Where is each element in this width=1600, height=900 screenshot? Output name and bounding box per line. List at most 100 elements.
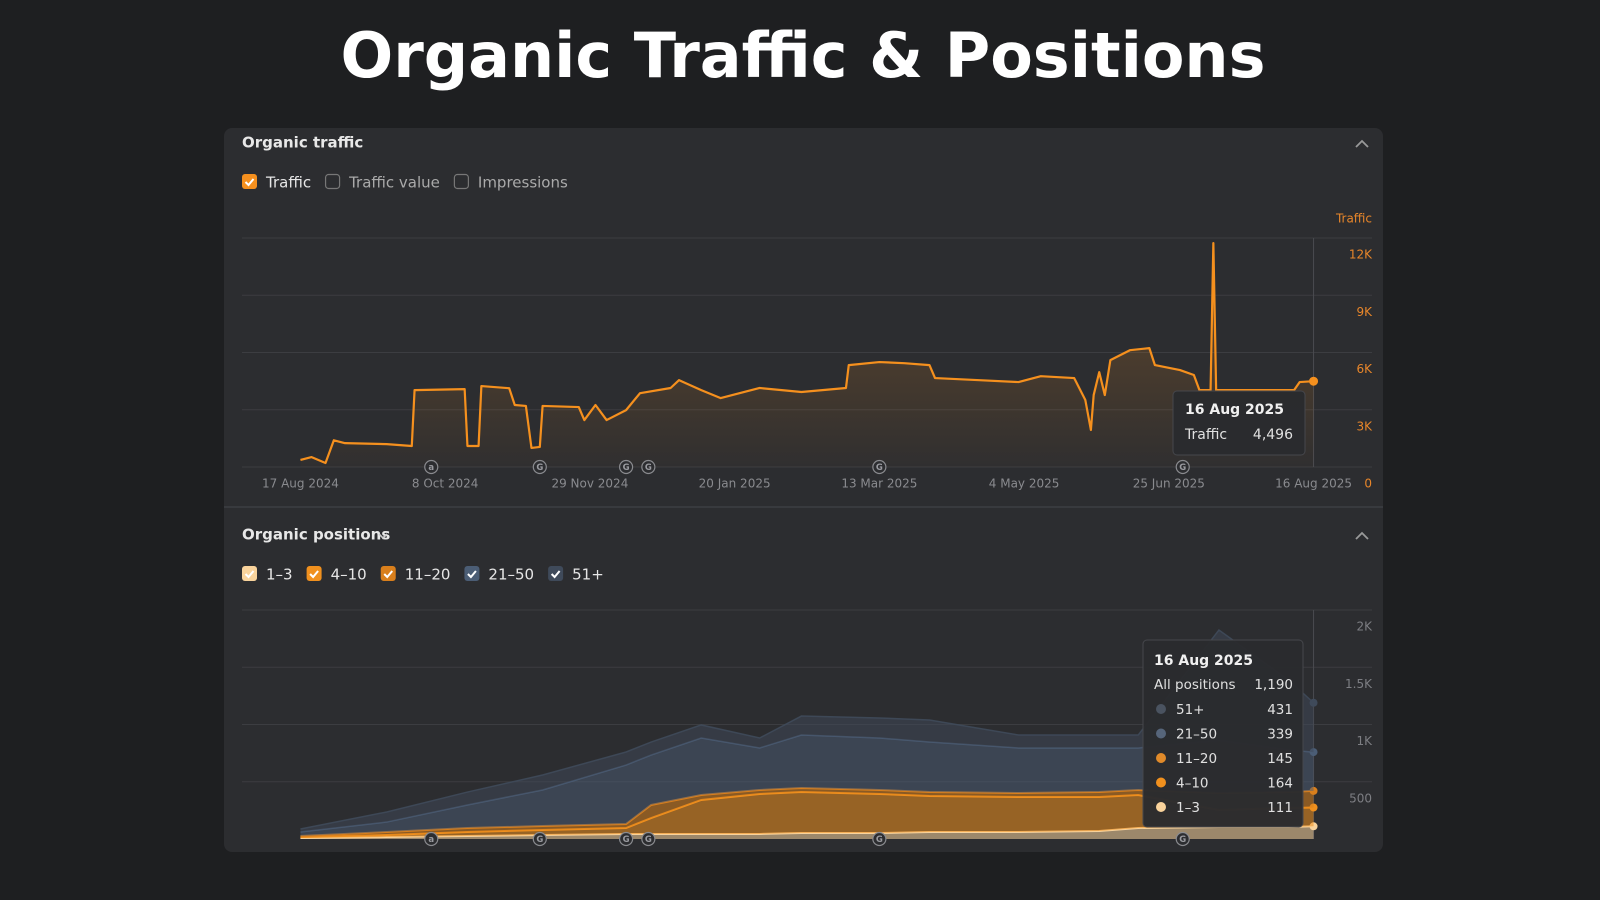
checkbox[interactable]: [324, 173, 341, 190]
x-tick-label: 8 Oct 2024: [412, 477, 479, 491]
checkbox[interactable]: [242, 174, 257, 189]
annotation-marker[interactable]: [532, 459, 547, 475]
legend-label[interactable]: 21–50: [488, 566, 534, 584]
tooltip-dot: [1156, 753, 1166, 763]
annotation-marker[interactable]: [641, 459, 656, 475]
end-point: [1309, 376, 1319, 386]
y-tick-label: 12K: [1349, 248, 1373, 262]
legend-label[interactable]: Traffic: [265, 174, 311, 192]
panel-title: Organic traffic: [242, 134, 363, 152]
y-tick-label: 9K: [1356, 305, 1373, 319]
checkbox[interactable]: [548, 566, 564, 581]
annotation-marker[interactable]: [618, 459, 634, 475]
annotation-marker[interactable]: [532, 831, 547, 847]
annotation-label: G: [876, 835, 883, 845]
annotation-label: G: [536, 463, 543, 473]
y-tick-label: 3K: [1356, 419, 1373, 433]
checkbox[interactable]: [242, 566, 257, 581]
tooltip-value: 4,496: [1253, 427, 1293, 443]
checkbox[interactable]: [306, 566, 322, 581]
x-tick-label: 13 Mar 2025: [841, 477, 917, 491]
area-band: [300, 735, 1314, 837]
checkmark: [383, 570, 394, 579]
tooltip-label: 1–3: [1176, 800, 1200, 816]
legend-label[interactable]: 11–20: [405, 566, 451, 584]
y-tick-label: 6K: [1356, 362, 1373, 376]
annotation-label: G: [876, 463, 883, 473]
tooltip-title: 16 Aug 2025: [1185, 402, 1284, 418]
tooltip-dot: [1156, 777, 1166, 788]
annotation-marker[interactable]: [872, 459, 887, 475]
tooltip-label: 11–20: [1176, 751, 1217, 767]
tooltip-label: 51+: [1176, 702, 1205, 718]
checkmark: [467, 570, 477, 579]
annotation-label: G: [623, 463, 630, 473]
collapse-button[interactable]: [1355, 531, 1369, 540]
tooltip-label: 21–50: [1176, 727, 1217, 743]
checkbox[interactable]: [453, 173, 469, 190]
overlay: Traffic Traffic value Impressions 1–3 4–10 11…: [242, 173, 1306, 828]
tooltip: [1142, 639, 1304, 828]
checkbox[interactable]: [464, 566, 480, 581]
y-tick-label: 1.5K: [1345, 677, 1373, 691]
checkmark: [550, 570, 561, 579]
tooltip-dot: [1156, 728, 1166, 739]
annotation-marker[interactable]: [424, 459, 439, 475]
tooltip-value: 1,190: [1254, 677, 1293, 693]
annotation-label: G: [645, 463, 652, 473]
y-tick-label: 500: [1349, 791, 1372, 805]
checkbox[interactable]: [380, 566, 396, 581]
tooltip-value: 431: [1267, 702, 1293, 718]
legend-label[interactable]: 1–3: [266, 566, 293, 584]
y-tick-label: 0: [1364, 477, 1372, 491]
annotation-marker[interactable]: [618, 831, 634, 847]
x-tick-label: 25 Jun 2025: [1133, 477, 1205, 491]
panel-title: Organic positions: [242, 526, 390, 544]
tooltip-label: All positions: [1154, 677, 1236, 693]
tooltip-label: 4–10: [1176, 776, 1209, 792]
annotation-label: a: [428, 835, 434, 845]
annotation-marker[interactable]: [1175, 459, 1190, 475]
tooltip-title: 16 Aug 2025: [1154, 653, 1253, 669]
x-tick-label: 17 Aug 2024: [262, 477, 339, 491]
legend-label[interactable]: Traffic value: [348, 174, 440, 192]
legend-label[interactable]: 51+: [572, 566, 604, 584]
tooltip: [1172, 390, 1306, 456]
checkmark: [244, 178, 255, 187]
y-tick-label: 1K: [1356, 734, 1373, 748]
annotation-marker[interactable]: [872, 831, 887, 847]
line: [300, 242, 1314, 465]
tooltip-value: 145: [1267, 751, 1293, 767]
collapse-button[interactable]: [1355, 139, 1369, 148]
annotation-marker[interactable]: [1175, 831, 1190, 847]
area-fill: [300, 243, 1314, 467]
tooltip-dot: [1156, 802, 1166, 812]
checkmark: [309, 570, 319, 579]
x-tick-label: 29 Nov 2024: [551, 477, 628, 491]
axis-label: Traffic: [1335, 212, 1372, 226]
panel: [224, 128, 1383, 852]
area-band: [300, 630, 1314, 833]
end-point: [1309, 698, 1318, 707]
y-tick-label: 2K: [1356, 620, 1373, 634]
x-tick-label: 16 Aug 2025: [1275, 477, 1352, 491]
tooltip-dot: [1156, 704, 1166, 714]
legend-label[interactable]: 4–10: [331, 566, 367, 584]
tooltip-value: 339: [1267, 727, 1293, 743]
legend-label[interactable]: Impressions: [478, 174, 568, 192]
annotation-marker[interactable]: [641, 831, 656, 847]
page-title: Organic Traffic & Positions: [341, 19, 1266, 92]
annotation-label: G: [623, 835, 630, 845]
annotation-label: G: [1179, 835, 1186, 845]
x-tick-label: 4 May 2025: [989, 477, 1060, 491]
dropdown-chevron[interactable]: [378, 533, 388, 540]
annotation-label: G: [1179, 463, 1186, 473]
area-band: [300, 792, 1314, 838]
annotation-marker[interactable]: [424, 831, 439, 847]
tooltip-label: Traffic: [1184, 427, 1227, 443]
annotation-label: G: [536, 835, 543, 845]
checkmark: [244, 570, 255, 579]
annotation-label: a: [428, 463, 434, 473]
